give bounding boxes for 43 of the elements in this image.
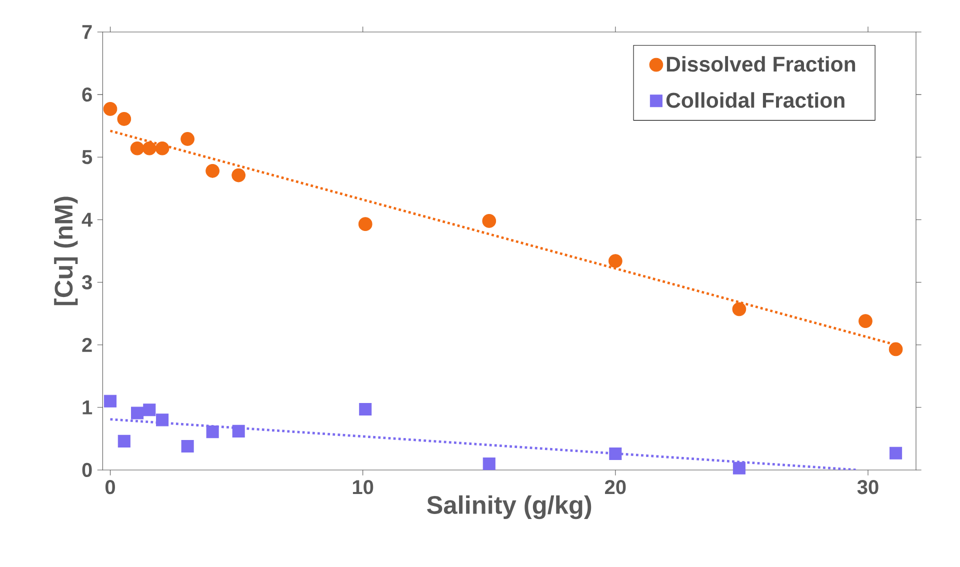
point	[359, 403, 372, 416]
point	[104, 394, 117, 408]
point	[118, 434, 130, 448]
point	[482, 214, 496, 228]
x-axis-title: Salinity (g/kg)	[427, 495, 592, 520]
point	[608, 254, 622, 268]
y-tick-label: 6	[82, 87, 92, 102]
point	[181, 440, 194, 452]
point	[206, 164, 220, 178]
y-tick-label: 4	[82, 212, 93, 227]
point	[155, 141, 170, 156]
point	[156, 414, 169, 426]
point	[482, 457, 496, 470]
point	[142, 141, 156, 156]
x-tick-label: 20	[604, 480, 626, 494]
point	[609, 447, 622, 460]
y-tick-label: 2	[82, 338, 92, 352]
point	[232, 168, 246, 182]
legend-label: Colloidal Fraction	[666, 92, 844, 108]
legend-label: Dissolved Fraction	[666, 56, 856, 72]
x-tick-label: 0	[105, 480, 115, 494]
point	[130, 141, 144, 156]
point	[117, 112, 132, 126]
point	[890, 446, 902, 460]
point	[206, 426, 219, 438]
y-tick-label: 5	[82, 150, 92, 164]
point	[103, 102, 118, 116]
y-axis-title: [Cu] (nM)	[54, 196, 78, 306]
point	[888, 342, 903, 356]
x-tick-label: 30	[857, 480, 878, 494]
point	[732, 462, 746, 474]
x-tick-label: 10	[352, 480, 374, 494]
point	[131, 406, 144, 420]
y-tick-label: 1	[82, 400, 92, 414]
y-tick-label: 3	[82, 275, 92, 290]
point	[143, 404, 156, 416]
y-tick-label: 7	[82, 25, 92, 39]
point	[858, 314, 872, 328]
point	[358, 217, 372, 232]
point	[232, 424, 245, 438]
point	[732, 302, 746, 316]
y-tick-label: 0	[82, 462, 92, 478]
point	[180, 132, 194, 146]
